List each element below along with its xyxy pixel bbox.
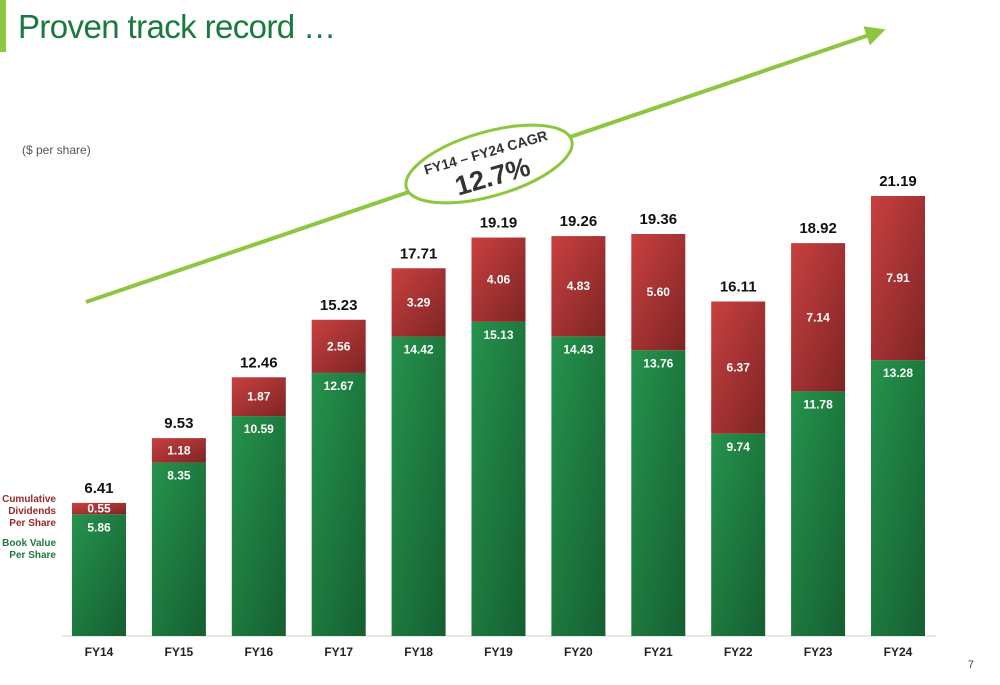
label-dividends-fy23: 7.14 — [806, 310, 830, 324]
bar-book-value-fy22 — [711, 433, 766, 636]
label-dividends-fy14: 0.55 — [87, 502, 111, 516]
label-book-value-fy24: 13.28 — [883, 366, 913, 380]
bar-dividends-fy19 — [471, 237, 526, 322]
page-title: Proven track record … — [18, 8, 336, 45]
label-total-fy23: 18.92 — [799, 220, 837, 237]
bar-dividends-fy15 — [151, 438, 206, 463]
label-dividends-fy15: 1.18 — [167, 443, 191, 457]
category-label-fy18: FY18 — [404, 645, 433, 659]
bar-dividends-fy14 — [72, 502, 126, 515]
label-total-fy19: 19.19 — [480, 215, 518, 232]
label-dividends-fy19: 4.06 — [487, 273, 511, 287]
label-dividends-fy18: 3.29 — [407, 295, 431, 309]
bar-book-value-fy14 — [72, 514, 126, 636]
label-total-fy18: 17.71 — [400, 245, 438, 262]
category-label-fy17: FY17 — [324, 645, 353, 659]
bar-book-value-fy18 — [391, 336, 446, 636]
bar-book-value-fy16 — [231, 416, 286, 636]
label-dividends-fy21: 5.60 — [647, 285, 671, 299]
category-label-fy21: FY21 — [644, 645, 673, 659]
category-label-fy15: FY15 — [165, 645, 194, 659]
bar-dividends-fy20 — [551, 236, 606, 337]
legend-dividends: Cumulative Dividends Per Share — [2, 494, 56, 529]
label-book-value-fy20: 14.43 — [563, 342, 593, 356]
cagr-ellipse — [404, 123, 574, 205]
category-label-fy20: FY20 — [564, 645, 593, 659]
label-total-fy24: 21.19 — [879, 173, 917, 190]
label-dividends-fy17: 2.56 — [327, 339, 351, 353]
label-book-value-fy18: 14.42 — [404, 343, 434, 357]
bar-dividends-fy18 — [391, 268, 446, 337]
page-number: 7 — [967, 659, 974, 671]
unit-label: ($ per share) — [22, 143, 91, 157]
bar-book-value-fy24 — [871, 360, 925, 636]
label-book-value-fy16: 10.59 — [244, 422, 274, 436]
bar-book-value-fy19 — [471, 321, 526, 636]
label-book-value-fy21: 13.76 — [643, 356, 673, 370]
bar-dividends-fy16 — [231, 377, 286, 417]
category-label-fy22: FY22 — [724, 645, 753, 659]
bar-book-value-fy17 — [311, 372, 366, 636]
bar-book-value-fy21 — [631, 350, 686, 636]
label-book-value-fy17: 12.67 — [324, 379, 354, 393]
cagr-callout: FY14 – FY24 CAGR 12.7% — [404, 123, 574, 205]
label-dividends-fy22: 6.37 — [727, 361, 751, 375]
legend-book-value: Book Value Per Share — [2, 538, 56, 561]
label-dividends-fy16: 1.87 — [247, 390, 271, 404]
bar-dividends-fy24 — [871, 196, 925, 361]
title-accent-bar — [0, 0, 6, 52]
label-total-fy21: 19.36 — [640, 211, 678, 228]
bar-dividends-fy17 — [311, 319, 366, 373]
bar-dividends-fy23 — [791, 243, 846, 392]
label-total-fy15: 9.53 — [164, 415, 193, 432]
label-total-fy14: 6.41 — [84, 480, 113, 497]
label-total-fy22: 16.11 — [720, 278, 757, 295]
label-book-value-fy19: 15.13 — [483, 328, 513, 342]
bar-dividends-fy21 — [631, 233, 686, 351]
label-book-value-fy15: 8.35 — [167, 469, 191, 483]
category-label-fy14: FY14 — [85, 645, 114, 659]
label-dividends-fy24: 7.91 — [886, 271, 910, 285]
bar-dividends-fy22 — [711, 301, 766, 434]
label-book-value-fy22: 9.74 — [727, 440, 751, 454]
label-dividends-fy20: 4.83 — [567, 279, 591, 293]
label-total-fy20: 19.26 — [560, 213, 598, 230]
label-book-value-fy14: 5.86 — [87, 520, 111, 534]
category-label-fy19: FY19 — [484, 645, 513, 659]
category-label-fy16: FY16 — [244, 645, 273, 659]
label-total-fy16: 12.46 — [240, 354, 278, 371]
label-book-value-fy23: 11.78 — [803, 397, 833, 411]
bars-group: 5.86 0.55 6.41 FY14 8.35 1.18 9.53 FY15 10.59 1.8… — [72, 173, 925, 659]
bar-book-value-fy20 — [551, 336, 606, 636]
category-label-fy23: FY23 — [804, 645, 833, 659]
bar-book-value-fy15 — [151, 462, 206, 636]
category-label-fy24: FY24 — [884, 645, 913, 659]
bar-book-value-fy23 — [791, 391, 846, 636]
label-total-fy17: 15.23 — [320, 297, 358, 314]
